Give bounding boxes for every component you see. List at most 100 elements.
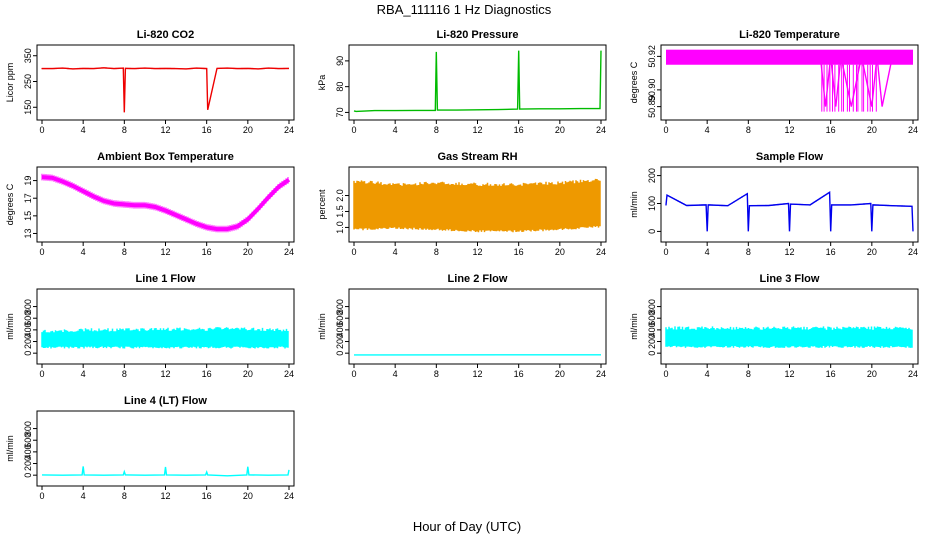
panel-title: Li-820 CO2	[137, 29, 194, 41]
plot-frame	[36, 44, 295, 121]
y-axis-label: ml/min	[5, 435, 15, 462]
series-drops	[821, 64, 877, 112]
x-tick-label: 24	[284, 369, 294, 379]
x-tick-label: 12	[784, 125, 794, 135]
y-tick-label: 400	[335, 322, 345, 337]
panel-title: Li-820 Temperature	[739, 29, 840, 41]
x-tick-label: 8	[746, 247, 751, 257]
x-tick-label: 24	[908, 125, 918, 135]
x-tick-label: 16	[826, 247, 836, 257]
y-tick-label: 50.89	[647, 95, 657, 118]
panel-title: Ambient Box Temperature	[97, 151, 234, 163]
x-tick-label: 0	[663, 247, 668, 257]
x-tick-label: 4	[81, 369, 86, 379]
panel-5: Gas Stream RH 0 4 8 12 16 20 24 1.0 1.5 2.0 percent	[317, 151, 607, 257]
y-tick-label: 80	[335, 82, 345, 92]
y-tick-label: 800	[23, 299, 33, 314]
x-tick-label: 12	[472, 247, 482, 257]
x-tick-label: 20	[555, 369, 565, 379]
y-tick-label: 19	[23, 176, 33, 186]
x-tick-label: 24	[908, 247, 918, 257]
y-tick-label: 50.92	[647, 45, 657, 68]
panel-title: Line 3 Flow	[760, 273, 820, 285]
x-tick-label: 0	[39, 369, 44, 379]
y-tick-label: 200	[23, 456, 33, 471]
x-tick-label: 0	[39, 247, 44, 257]
x-tick-label: 20	[867, 125, 877, 135]
x-tick-label: 24	[284, 125, 294, 135]
series-band	[353, 178, 601, 233]
y-tick-label: 1.5	[335, 205, 345, 218]
panel-title: Li-820 Pressure	[437, 29, 519, 41]
series-line	[353, 50, 602, 113]
x-tick-label: 12	[472, 369, 482, 379]
y-axis-label: degrees C	[629, 61, 639, 103]
series-band	[41, 327, 289, 349]
y-tick-label: 70	[335, 107, 345, 117]
x-tick-label: 20	[867, 369, 877, 379]
x-tick-label: 16	[202, 369, 212, 379]
panel-6: Sample Flow 0 4 8 12 16 20 24 0 100 200 ml/min	[629, 151, 919, 257]
x-tick-label: 16	[202, 247, 212, 257]
panel-title: Sample Flow	[756, 151, 824, 163]
y-axis-label: ml/min	[629, 191, 639, 218]
x-tick-label: 4	[393, 247, 398, 257]
series-noise	[665, 192, 913, 228]
x-tick-label: 20	[555, 247, 565, 257]
x-tick-label: 8	[122, 369, 127, 379]
x-tick-label: 0	[351, 247, 356, 257]
x-tick-label: 0	[351, 125, 356, 135]
y-axis-label: Licor ppm	[5, 63, 15, 103]
y-tick-label: 50.90	[647, 79, 657, 102]
y-tick-label: 13	[23, 228, 33, 238]
y-tick-label: 100	[647, 196, 657, 211]
x-tick-label: 4	[81, 247, 86, 257]
y-tick-label: 800	[647, 299, 657, 314]
y-axis-label: ml/min	[5, 313, 15, 340]
x-tick-label: 12	[784, 247, 794, 257]
plot-frame	[660, 288, 919, 365]
y-tick-label: 1.0	[335, 221, 345, 234]
figure-title: RBA_111116 1 Hz Diagnostics	[377, 2, 552, 17]
y-tick-label: 200	[647, 168, 657, 183]
y-tick-label: 800	[335, 299, 345, 314]
y-tick-label: 250	[23, 74, 33, 89]
x-tick-label: 16	[514, 247, 524, 257]
y-axis-label: percent	[317, 189, 327, 220]
x-tick-label: 4	[705, 125, 710, 135]
x-tick-label: 12	[784, 369, 794, 379]
x-tick-label: 16	[826, 369, 836, 379]
x-tick-label: 0	[39, 125, 44, 135]
series-fill	[666, 49, 913, 65]
x-tick-label: 16	[202, 125, 212, 135]
x-tick-label: 16	[514, 125, 524, 135]
series-line	[41, 466, 290, 477]
series-line	[665, 191, 914, 232]
x-tick-label: 0	[663, 125, 668, 135]
x-tick-label: 12	[472, 125, 482, 135]
x-tick-label: 12	[160, 369, 170, 379]
x-tick-label: 8	[122, 125, 127, 135]
x-tick-label: 8	[434, 369, 439, 379]
x-tick-label: 4	[705, 369, 710, 379]
panel-title: Line 1 Flow	[136, 273, 196, 285]
y-tick-label: 600	[23, 433, 33, 448]
x-tick-label: 4	[81, 125, 86, 135]
panel-1: Li-820 CO2 0 4 8 12 16 20 24 150 250 350 Licor ppm	[5, 29, 295, 135]
series-line	[42, 67, 290, 113]
panel-10: Line 4 (LT) Flow 0 4 8 12 16 20 24 0 200400600800…	[5, 395, 295, 501]
y-tick-label: 0	[647, 229, 657, 234]
x-tick-label: 24	[908, 369, 918, 379]
y-tick-label: 17	[23, 193, 33, 203]
x-tick-label: 12	[160, 247, 170, 257]
x-tick-label: 8	[746, 125, 751, 135]
x-tick-label: 20	[243, 247, 253, 257]
x-tick-label: 4	[81, 491, 86, 501]
y-axis-label: ml/min	[317, 313, 327, 340]
y-tick-label: 150	[23, 100, 33, 115]
x-tick-label: 12	[160, 125, 170, 135]
y-tick-label: 0	[23, 473, 33, 478]
